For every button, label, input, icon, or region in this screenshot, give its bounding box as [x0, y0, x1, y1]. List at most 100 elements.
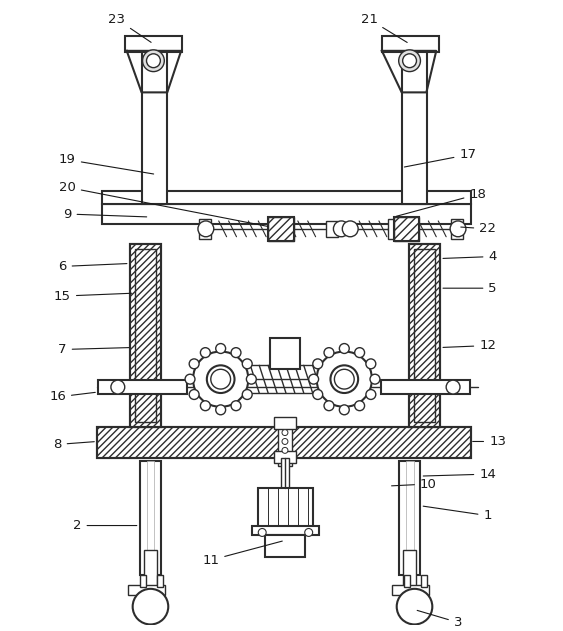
Text: 18: 18 — [396, 188, 486, 216]
Bar — [140, 461, 162, 575]
Bar — [270, 338, 300, 369]
Bar — [394, 217, 419, 240]
Bar — [409, 244, 440, 427]
Bar — [394, 217, 419, 240]
Text: 17: 17 — [404, 148, 476, 167]
Circle shape — [193, 351, 248, 407]
Bar — [392, 585, 430, 595]
Bar — [141, 51, 167, 204]
Text: 22: 22 — [461, 222, 496, 235]
Circle shape — [200, 348, 211, 358]
Bar — [144, 550, 158, 590]
Text: 10: 10 — [392, 478, 437, 490]
Circle shape — [309, 374, 319, 384]
Circle shape — [366, 359, 376, 369]
Circle shape — [342, 221, 358, 237]
Circle shape — [316, 351, 372, 407]
Circle shape — [216, 343, 226, 353]
Circle shape — [198, 221, 214, 237]
Text: 2: 2 — [73, 519, 137, 532]
Circle shape — [133, 589, 168, 625]
Circle shape — [247, 374, 256, 384]
Bar — [404, 575, 409, 587]
Circle shape — [355, 401, 365, 411]
Circle shape — [207, 365, 235, 393]
Bar — [414, 249, 435, 422]
Bar — [274, 451, 296, 463]
Circle shape — [231, 348, 241, 358]
Circle shape — [216, 405, 226, 415]
Bar — [265, 536, 305, 557]
Circle shape — [324, 401, 334, 411]
Text: 13: 13 — [473, 435, 506, 448]
Bar — [451, 219, 463, 239]
Circle shape — [339, 405, 349, 415]
Text: 16: 16 — [49, 391, 95, 403]
Bar — [334, 369, 354, 389]
Circle shape — [339, 343, 349, 353]
Circle shape — [333, 221, 349, 237]
Bar — [327, 221, 338, 237]
Circle shape — [330, 365, 358, 393]
Bar — [405, 461, 414, 575]
Circle shape — [366, 389, 376, 399]
Bar — [403, 550, 417, 590]
Bar — [97, 427, 471, 458]
Bar — [146, 461, 154, 575]
Bar — [129, 244, 162, 427]
Text: 5: 5 — [443, 281, 497, 295]
Circle shape — [231, 401, 241, 411]
Text: 8: 8 — [53, 438, 94, 451]
Text: 1: 1 — [423, 506, 492, 522]
Bar — [140, 575, 145, 587]
Bar — [211, 369, 231, 389]
Bar — [399, 461, 421, 575]
Text: 12: 12 — [443, 339, 496, 352]
Text: 6: 6 — [58, 260, 127, 273]
Bar — [382, 36, 439, 52]
Bar — [281, 458, 289, 488]
Text: 9: 9 — [63, 208, 147, 220]
Bar — [125, 36, 182, 52]
Bar — [278, 427, 292, 466]
Bar — [388, 219, 400, 239]
Circle shape — [370, 374, 380, 384]
Circle shape — [324, 348, 334, 358]
Text: 3: 3 — [417, 610, 462, 629]
Circle shape — [446, 380, 460, 394]
Circle shape — [305, 529, 312, 536]
Bar — [98, 380, 187, 394]
Bar — [97, 427, 471, 458]
Circle shape — [313, 389, 323, 399]
Bar — [135, 249, 157, 422]
Circle shape — [185, 374, 195, 384]
Text: 21: 21 — [360, 13, 407, 42]
Circle shape — [242, 389, 252, 399]
Bar — [102, 191, 471, 204]
Bar — [102, 204, 471, 224]
Circle shape — [355, 348, 365, 358]
Text: 20: 20 — [59, 181, 267, 227]
Bar — [381, 380, 470, 394]
Bar — [268, 217, 294, 240]
Circle shape — [142, 50, 164, 71]
Circle shape — [189, 359, 199, 369]
Bar — [128, 585, 166, 595]
Text: 23: 23 — [108, 13, 151, 42]
Bar — [409, 244, 440, 427]
Circle shape — [399, 50, 421, 71]
Bar — [401, 51, 427, 204]
Text: 15: 15 — [54, 290, 132, 303]
Bar — [274, 416, 296, 428]
Circle shape — [282, 447, 288, 453]
Circle shape — [282, 430, 288, 435]
Bar — [158, 575, 163, 587]
Circle shape — [313, 359, 323, 369]
Circle shape — [146, 54, 160, 68]
Circle shape — [282, 439, 288, 444]
Bar — [258, 488, 312, 529]
Circle shape — [200, 401, 211, 411]
Text: 4: 4 — [443, 250, 497, 263]
Circle shape — [403, 54, 417, 68]
Text: 19: 19 — [59, 153, 154, 174]
